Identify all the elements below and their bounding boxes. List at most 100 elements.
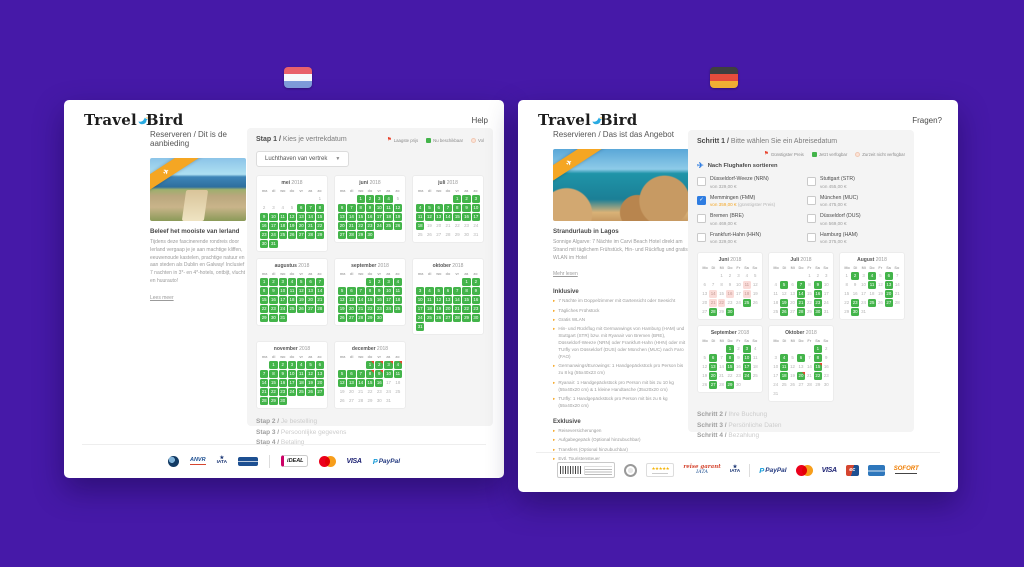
- day-cell[interactable]: 22: [260, 305, 269, 313]
- day-cell[interactable]: 14: [260, 379, 269, 387]
- day-cell[interactable]: 29: [315, 231, 324, 239]
- day-cell[interactable]: 10: [269, 213, 278, 221]
- day-cell[interactable]: 2: [462, 195, 471, 203]
- day-cell[interactable]: 19: [297, 296, 306, 304]
- day-cell[interactable]: 28: [306, 231, 315, 239]
- day-cell[interactable]: 20: [443, 305, 453, 313]
- day-cell[interactable]: 8: [365, 287, 375, 295]
- day-cell[interactable]: 9: [365, 204, 375, 212]
- day-cell[interactable]: 30: [851, 308, 859, 316]
- day-cell[interactable]: 30: [471, 314, 480, 322]
- day-cell[interactable]: 15: [315, 213, 324, 221]
- day-cell[interactable]: 20: [315, 379, 324, 387]
- day-cell[interactable]: 5: [338, 370, 347, 378]
- day-cell[interactable]: 17: [375, 213, 384, 221]
- day-cell[interactable]: 26: [780, 308, 788, 316]
- day-cell[interactable]: 14: [356, 296, 365, 304]
- day-cell[interactable]: 22: [269, 388, 278, 396]
- day-cell[interactable]: 17: [384, 296, 393, 304]
- day-cell[interactable]: 27: [709, 381, 717, 389]
- day-cell[interactable]: 24: [416, 314, 425, 322]
- day-cell[interactable]: 29: [462, 314, 471, 322]
- day-cell[interactable]: 20: [306, 296, 315, 304]
- day-cell[interactable]: 10: [416, 296, 425, 304]
- day-cell[interactable]: 4: [868, 272, 876, 280]
- day-cell[interactable]: 22: [814, 372, 822, 380]
- day-cell[interactable]: 30: [814, 308, 822, 316]
- day-cell[interactable]: 31: [269, 240, 278, 248]
- day-cell[interactable]: 10: [287, 370, 297, 378]
- day-cell[interactable]: 12: [297, 287, 306, 295]
- day-cell[interactable]: 1: [453, 195, 462, 203]
- day-cell[interactable]: 25: [743, 299, 751, 307]
- day-cell[interactable]: 24: [287, 388, 297, 396]
- day-cell[interactable]: 14: [443, 213, 453, 221]
- day-cell[interactable]: 8: [356, 204, 365, 212]
- day-cell[interactable]: 27: [297, 231, 306, 239]
- day-cell[interactable]: 8: [315, 204, 324, 212]
- day-cell[interactable]: 20: [338, 222, 347, 230]
- day-cell[interactable]: 16: [375, 296, 384, 304]
- day-cell[interactable]: 3: [416, 287, 425, 295]
- day-cell[interactable]: 3: [743, 345, 751, 353]
- day-cell[interactable]: 9: [269, 287, 278, 295]
- day-cell[interactable]: 30: [726, 308, 734, 316]
- day-cell[interactable]: 7: [356, 370, 365, 378]
- day-cell[interactable]: 5: [297, 278, 306, 286]
- day-cell[interactable]: 30: [260, 240, 269, 248]
- day-cell[interactable]: 19: [287, 222, 297, 230]
- day-cell[interactable]: 10: [471, 204, 480, 212]
- day-cell[interactable]: 24: [375, 222, 384, 230]
- day-cell[interactable]: 22: [356, 222, 365, 230]
- day-cell[interactable]: 6: [338, 204, 347, 212]
- day-cell[interactable]: 8: [726, 354, 734, 362]
- day-cell[interactable]: 17: [416, 305, 425, 313]
- day-cell[interactable]: 16: [462, 213, 471, 221]
- day-cell[interactable]: 9: [278, 370, 287, 378]
- day-cell[interactable]: 5: [425, 204, 434, 212]
- day-cell[interactable]: 12: [434, 296, 443, 304]
- day-cell[interactable]: 16: [814, 290, 822, 298]
- day-cell[interactable]: 8: [462, 287, 471, 295]
- day-cell[interactable]: 10: [375, 204, 384, 212]
- day-cell[interactable]: 28: [797, 308, 805, 316]
- travelbird-logo[interactable]: Travel Bird: [84, 111, 183, 129]
- day-cell[interactable]: 25: [384, 222, 393, 230]
- day-cell[interactable]: 15: [453, 213, 462, 221]
- airport-checkbox[interactable]: ✓: [697, 195, 706, 205]
- day-cell[interactable]: 12: [425, 213, 434, 221]
- airport-option[interactable]: ✓ Memmingen (FMM) von 359,00 € (günstigste…: [697, 195, 795, 207]
- day-cell[interactable]: 3: [278, 278, 287, 286]
- day-cell[interactable]: 3: [471, 195, 480, 203]
- day-cell[interactable]: 1: [356, 195, 365, 203]
- day-cell[interactable]: 15: [269, 379, 278, 387]
- day-cell[interactable]: 16: [278, 379, 287, 387]
- day-cell[interactable]: 11: [780, 363, 788, 371]
- day-cell[interactable]: 9: [375, 287, 384, 295]
- day-cell[interactable]: 13: [434, 213, 443, 221]
- day-cell[interactable]: 12: [338, 379, 347, 387]
- day-cell[interactable]: 4: [780, 354, 788, 362]
- day-cell[interactable]: 8: [365, 370, 375, 378]
- day-cell[interactable]: 24: [743, 372, 751, 380]
- day-cell[interactable]: 24: [384, 305, 393, 313]
- day-cell[interactable]: 4: [393, 278, 402, 286]
- day-cell[interactable]: 4: [416, 204, 425, 212]
- day-cell[interactable]: 16: [260, 222, 269, 230]
- day-cell[interactable]: 13: [347, 379, 356, 387]
- day-cell[interactable]: 20: [709, 372, 717, 380]
- day-cell[interactable]: 22: [315, 222, 324, 230]
- day-cell[interactable]: 30: [365, 231, 375, 239]
- day-cell[interactable]: 3: [384, 278, 393, 286]
- day-cell[interactable]: 25: [278, 231, 287, 239]
- day-cell[interactable]: 20: [797, 372, 805, 380]
- day-cell[interactable]: 12: [338, 296, 347, 304]
- day-cell[interactable]: 8: [453, 204, 462, 212]
- day-cell[interactable]: 5: [338, 287, 347, 295]
- day-cell[interactable]: 15: [365, 296, 375, 304]
- day-cell[interactable]: 18: [780, 372, 788, 380]
- day-cell[interactable]: 22: [365, 305, 375, 313]
- day-cell[interactable]: 17: [278, 296, 287, 304]
- day-cell[interactable]: 6: [347, 287, 356, 295]
- day-cell[interactable]: 1: [462, 278, 471, 286]
